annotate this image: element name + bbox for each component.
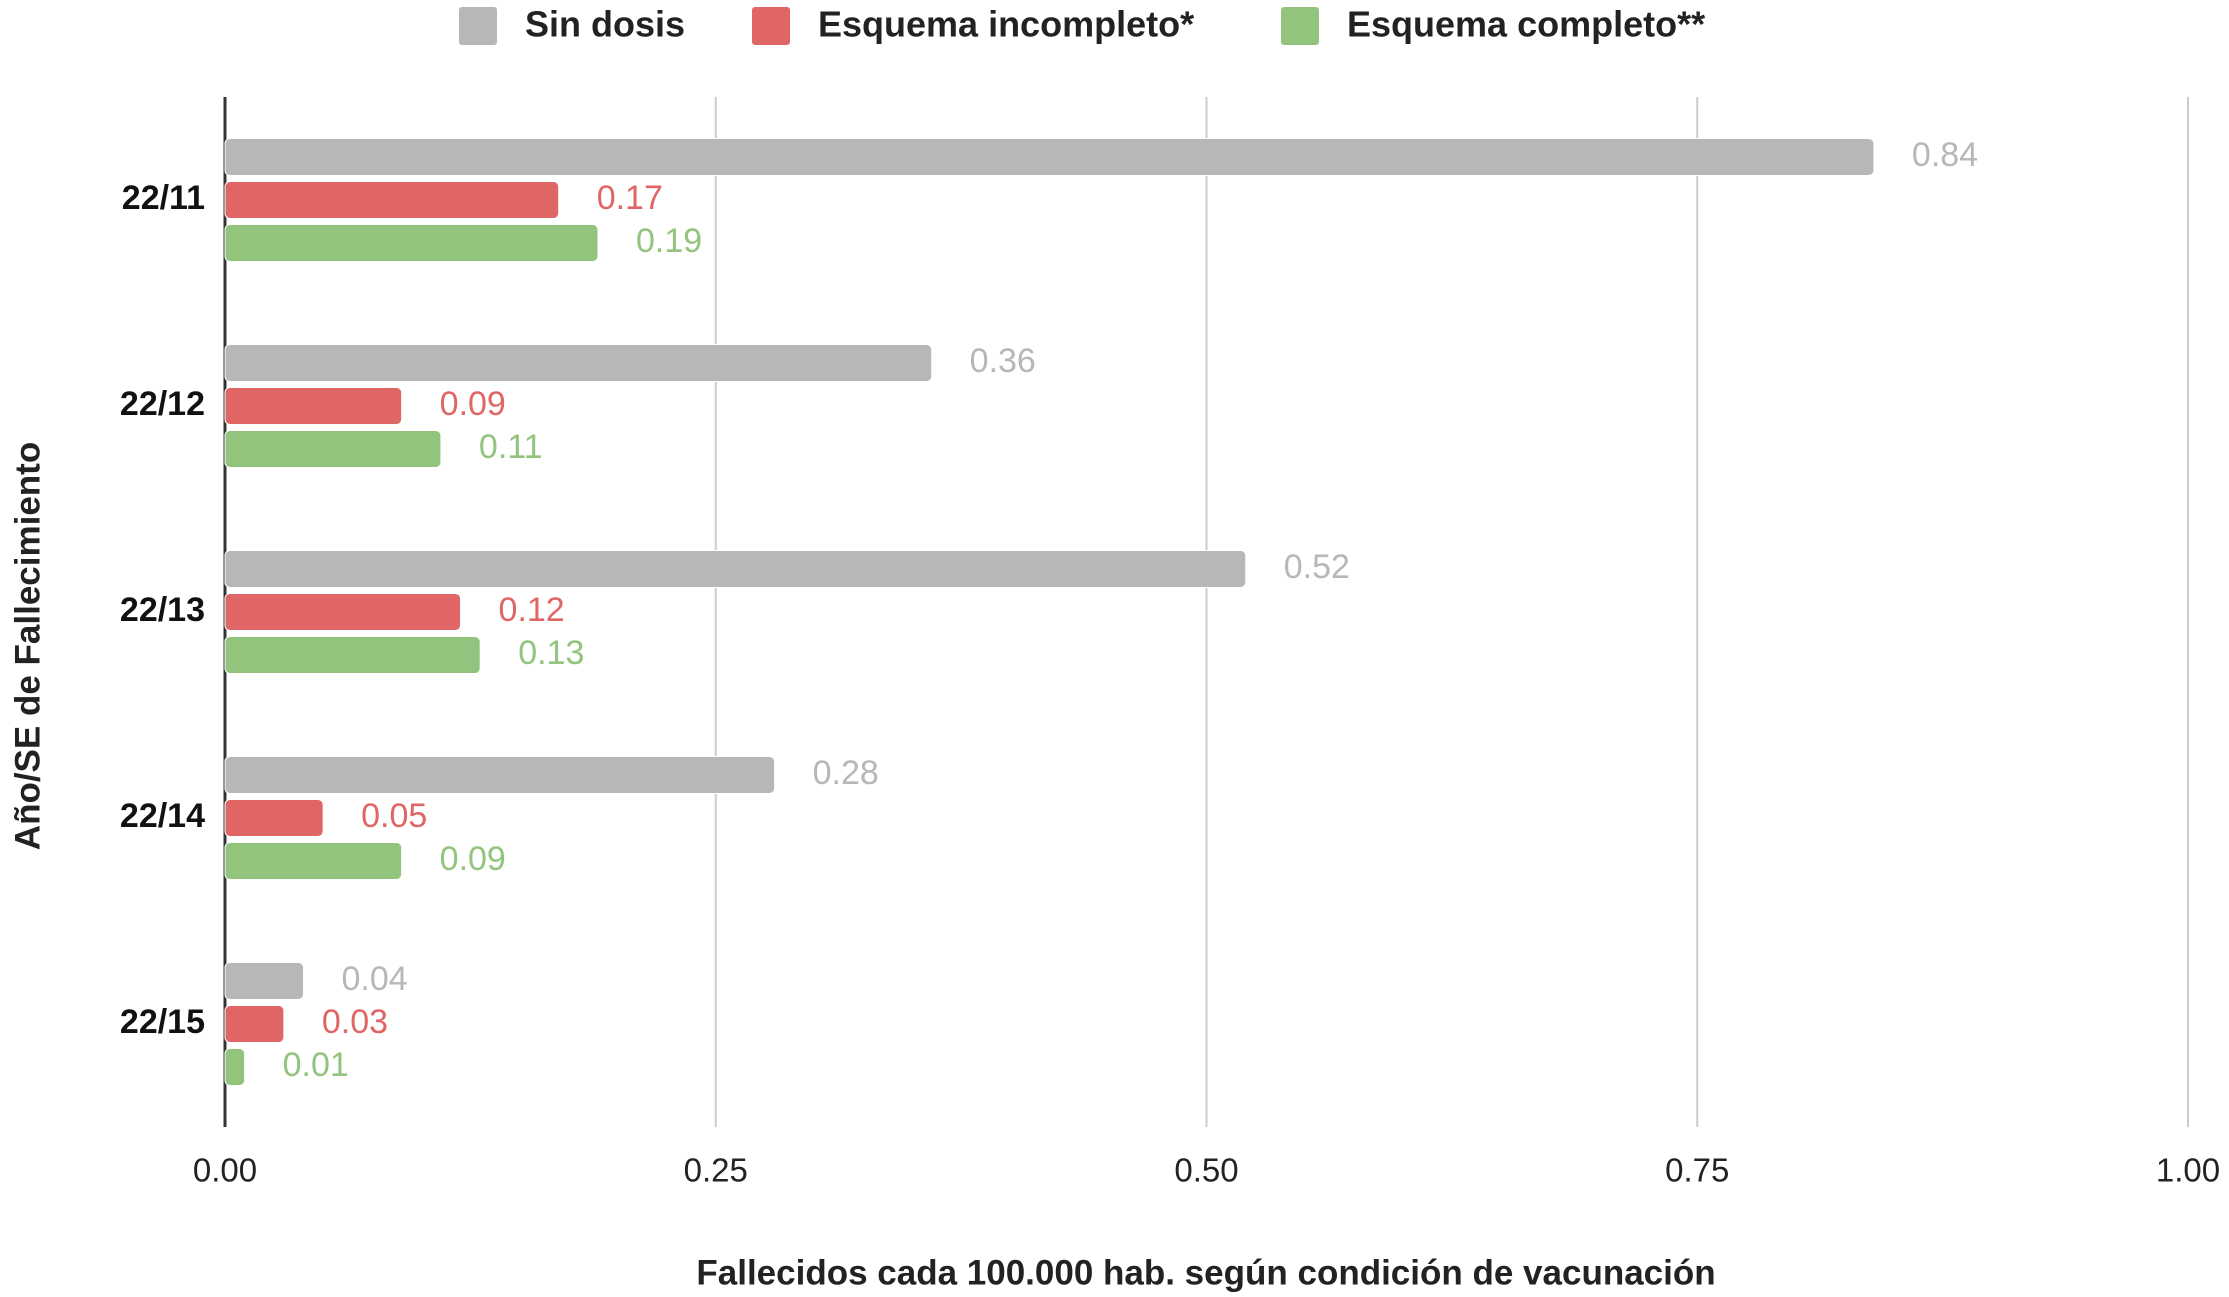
y-tick-label: 22/12 [120,385,205,423]
value-label: 0.09 [440,385,506,423]
value-label: 0.09 [440,840,506,878]
legend-label: Sin dosis [525,4,685,45]
value-label: 0.13 [518,634,584,672]
value-label: 0.28 [813,754,879,792]
value-label: 0.84 [1912,136,1978,174]
x-tick-label: 0.00 [193,1152,257,1189]
legend-label: Esquema completo** [1347,4,1705,45]
bar [224,344,933,382]
bar [224,756,776,794]
value-label: 0.36 [970,342,1036,380]
legend-swatch [1281,7,1319,45]
x-tick-label: 1.00 [2156,1152,2220,1189]
value-label: 0.52 [1284,548,1350,586]
legend-swatch [752,7,790,45]
bar [224,387,403,425]
bar [224,181,560,219]
bar [224,842,403,880]
legend-label: Esquema incompleto* [818,4,1194,45]
x-axis-title: Fallecidos cada 100.000 hab. según condi… [696,1253,1715,1292]
bar [224,1005,285,1043]
bar [224,799,324,837]
value-label: 0.05 [361,797,427,835]
value-label: 0.19 [636,222,702,260]
x-tick-label: 0.75 [1665,1152,1729,1189]
value-label: 0.03 [322,1003,388,1041]
y-tick-label: 22/14 [120,797,205,835]
bar [224,593,462,631]
bar [224,550,1247,588]
bar [224,962,305,1000]
bar [224,430,442,468]
legend-swatch [459,7,497,45]
x-tick-label: 0.50 [1174,1152,1238,1189]
value-label: 0.11 [479,428,543,466]
x-tick-label: 0.25 [684,1152,748,1189]
y-tick-label: 22/11 [122,179,205,217]
bar [224,1048,246,1086]
value-label: 0.01 [283,1046,349,1084]
y-tick-label: 22/13 [120,591,205,629]
bar [224,224,599,262]
value-label: 0.04 [342,960,408,998]
y-axis-title: Año/SE de Fallecimiento [8,442,47,850]
bar [224,636,481,674]
value-label: 0.12 [499,591,565,629]
bar [224,138,1875,176]
y-tick-label: 22/15 [120,1003,205,1041]
value-label: 0.17 [597,179,663,217]
